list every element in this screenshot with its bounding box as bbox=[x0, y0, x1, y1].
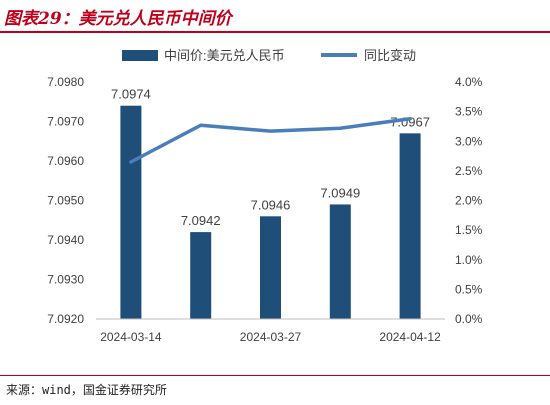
bar bbox=[120, 105, 142, 319]
legend-line-label: 同比变动 bbox=[364, 48, 416, 63]
x-tick-label: 2024-03-27 bbox=[240, 330, 302, 344]
y-right-tick-label: 1.0% bbox=[455, 253, 483, 267]
bar-data-label: 7.0967 bbox=[390, 114, 430, 129]
title-divider bbox=[0, 31, 550, 33]
y-right-tick-label: 1.5% bbox=[455, 223, 483, 237]
y-left-tick-label: 7.0970 bbox=[47, 115, 84, 129]
x-tick-label: 2024-03-14 bbox=[100, 330, 162, 344]
y-right-tick-label: 2.5% bbox=[455, 164, 483, 178]
y-left-tick-label: 7.0980 bbox=[47, 75, 84, 89]
y-left-tick-label: 7.0920 bbox=[47, 312, 84, 326]
source-divider bbox=[0, 375, 550, 376]
bar-data-label: 7.0949 bbox=[320, 185, 360, 200]
y-left-tick-label: 7.0930 bbox=[47, 273, 84, 287]
y-right-tick-label: 3.5% bbox=[455, 105, 483, 119]
y-right-tick-label: 3.0% bbox=[455, 134, 483, 148]
y-left-tick-label: 7.0940 bbox=[47, 233, 84, 247]
x-tick-label: 2024-04-12 bbox=[379, 330, 441, 344]
y-right-tick-label: 0.0% bbox=[455, 312, 483, 326]
exchange-rate-chart: 中间价:美元兑人民币 同比变动 7.0920 7.0930 7.0940 7.0950 7.… bbox=[47, 48, 483, 344]
legend-bar-label: 中间价:美元兑人民币 bbox=[164, 48, 285, 63]
bar-data-label: 7.0942 bbox=[181, 213, 221, 228]
yoy-change-line bbox=[129, 116, 412, 164]
y-left-tick-label: 7.0950 bbox=[47, 194, 84, 208]
y-left-tick-label: 7.0960 bbox=[47, 154, 84, 168]
bar bbox=[399, 133, 421, 319]
source-note: 来源：wind，国金证券研究所 bbox=[6, 383, 167, 397]
y-right-tick-label: 2.0% bbox=[455, 194, 483, 208]
bar bbox=[260, 216, 281, 319]
bar bbox=[190, 232, 212, 319]
bar-data-label: 7.0974 bbox=[111, 87, 151, 102]
y-right-tick-label: 4.0% bbox=[455, 75, 483, 89]
legend-bar-swatch bbox=[122, 50, 158, 61]
bar-data-label: 7.0946 bbox=[251, 197, 291, 212]
bar bbox=[329, 204, 351, 319]
figure-title: 图表29：美元兑人民币中间价 bbox=[4, 9, 232, 29]
y-right-tick-label: 0.5% bbox=[455, 282, 483, 296]
